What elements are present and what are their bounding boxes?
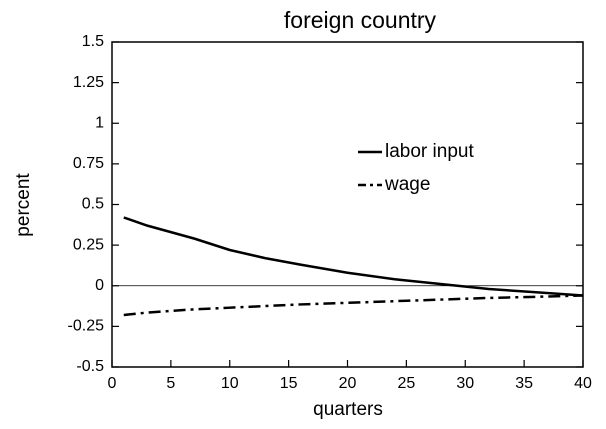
y-tick-label: 0.75: [73, 155, 104, 172]
x-tick-label: 20: [339, 375, 357, 392]
y-tick-label: 1.25: [73, 74, 104, 91]
y-tick-label: 0: [95, 277, 104, 294]
y-tick-label: 0.25: [73, 236, 104, 253]
data-line: [123, 216, 584, 297]
chart-title: foreign country: [284, 7, 437, 33]
y-tick-label: -0.5: [76, 358, 104, 375]
x-axis-label: quarters: [313, 399, 383, 420]
data-line: [123, 294, 584, 317]
x-tick-label: 5: [166, 375, 175, 392]
legend-label: wage: [384, 174, 430, 195]
legend-label: labor input: [385, 141, 474, 162]
y-tick-label: 0.5: [82, 196, 104, 213]
x-tick-label: 25: [397, 375, 415, 392]
plot-frame: [111, 41, 584, 368]
x-tick-label: 10: [221, 375, 239, 392]
y-tick-label: 1.5: [82, 33, 104, 50]
y-tick-label: -0.25: [68, 318, 105, 335]
x-tick-label: 0: [108, 375, 117, 392]
y-tick-label: 1: [95, 114, 104, 131]
y-axis-label: percent: [13, 173, 34, 237]
x-tick-label: 40: [574, 375, 592, 392]
x-tick-label: 30: [456, 375, 474, 392]
x-tick-label: 15: [280, 375, 298, 392]
x-tick-label: 35: [515, 375, 533, 392]
